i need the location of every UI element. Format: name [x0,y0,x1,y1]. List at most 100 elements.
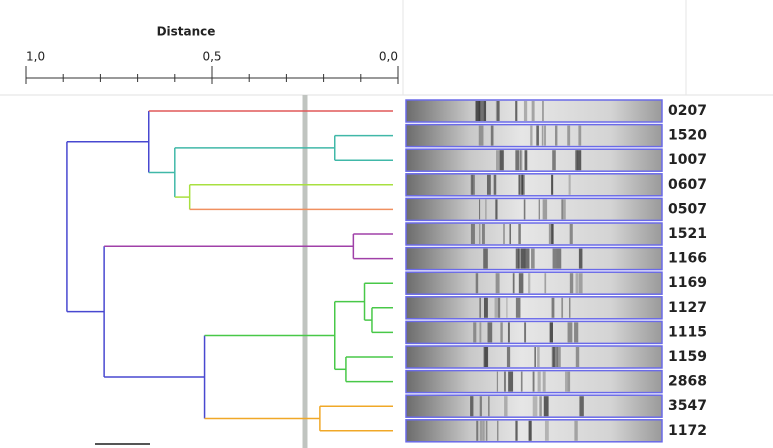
gel-band [479,224,481,244]
gel-band [470,174,474,195]
gel-band [500,322,503,343]
gel-band [493,174,497,195]
gel-band [483,248,488,269]
gel-band [561,297,564,318]
gel-band [523,101,528,121]
gel-band [470,224,475,244]
gel-band [475,101,481,121]
gel-band [479,322,482,343]
gel-band [532,371,535,392]
gel-band [496,420,499,441]
leaf-label: 0507 [668,201,707,217]
leaf-label: 1115 [668,324,707,340]
gel-band [496,150,501,171]
gel-band [485,347,489,367]
gel-lane [405,296,663,320]
gel-band [567,322,573,343]
gel-band [542,101,544,121]
gel-band [534,347,536,367]
gel-band [483,297,488,318]
gel-band [521,174,524,195]
gel-band [472,174,475,195]
gel-band [575,150,578,171]
gel-band [531,248,535,269]
gel-lane [405,99,663,123]
gel-band [556,347,561,367]
gel-band [561,199,564,220]
gel-lane [405,345,663,369]
gel-band [556,248,562,269]
header [0,0,773,95]
gel-band [512,273,515,294]
gel-band [496,101,500,121]
gel-band [476,420,479,441]
gel-band [483,347,487,367]
gel-lane [405,197,663,222]
gel-band [536,125,539,146]
gel-band [495,199,498,220]
leaf-label: 1127 [668,300,707,316]
gel-band [504,396,508,417]
gel-band [481,224,485,244]
leaf-label: 1007 [668,152,707,168]
gel-lane [405,419,663,443]
gel-band [541,125,544,146]
gel-band [485,199,487,220]
gel-band [495,101,500,121]
gel-band [490,125,494,146]
gel-band [575,347,580,367]
gel-band [515,101,518,121]
gel-band [549,322,553,343]
gel-band [524,322,527,343]
gel-band [497,297,501,318]
gel-band [528,273,531,294]
gel-band [542,371,546,392]
gel-band [561,199,566,220]
gel-band [478,125,484,146]
gel-band [538,199,540,220]
gel-band [537,371,541,392]
gel-band [523,199,525,220]
gel-band [542,199,548,220]
gel-band [506,347,511,367]
gel-band [569,297,571,318]
gel-band [552,150,556,171]
gel-band [555,125,558,146]
gel-band [479,297,482,318]
gel-band [567,371,571,392]
x-tick-label: 1,0 [26,50,45,64]
gel-band [528,420,532,441]
leaf-label: 0207 [668,103,707,119]
gel-band [503,371,506,392]
leaf-label: 1521 [668,226,707,242]
gel-band [475,273,479,294]
gel-band [478,199,481,220]
gel-band [532,396,538,417]
gel-band [567,125,571,146]
gel-band [569,273,574,294]
leaf-label: 1166 [668,251,707,267]
leaf-label: 2868 [668,374,707,390]
leaf-label: 1520 [668,128,707,144]
gel-lane [405,320,663,345]
gel-band [515,420,518,441]
gel-band [574,322,579,343]
gel-lane [405,394,663,418]
leaf-label: 1159 [668,349,707,365]
gel-band [520,371,523,392]
gel-band [479,396,482,417]
gel-band [548,224,553,244]
gel-band [537,347,540,367]
x-tick-label: 0,0 [379,50,398,64]
gel-band [578,273,583,294]
gel-lane [405,271,663,295]
gel-band [515,297,521,318]
gel-band [519,150,523,171]
gel-band [515,150,520,171]
gel-lane [405,222,663,246]
gel-band [515,248,519,269]
gel-band [568,174,571,195]
gel-band [483,101,487,121]
gel-band [543,125,547,146]
